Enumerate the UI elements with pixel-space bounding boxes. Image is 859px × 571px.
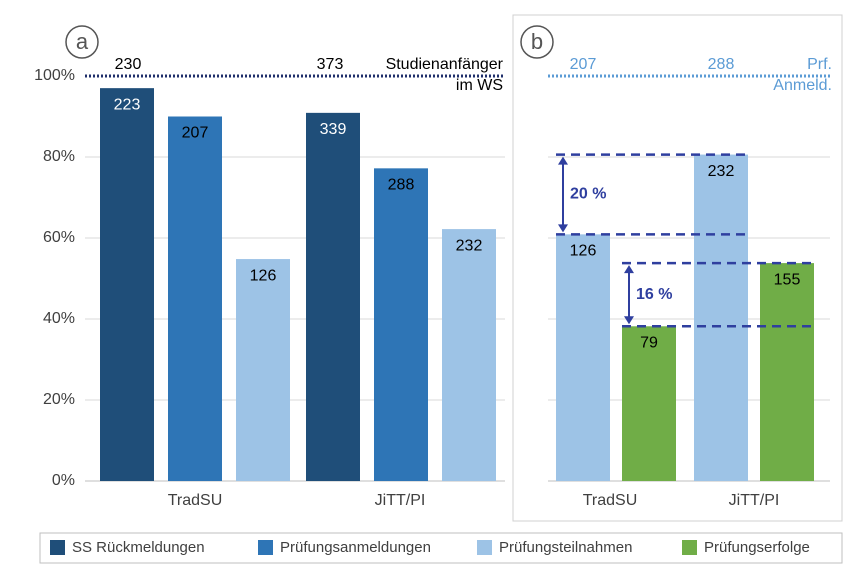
y-tick-label: 0% (52, 472, 75, 489)
legend-frame (39, 532, 843, 564)
bar (168, 116, 222, 481)
bar (622, 326, 676, 481)
reference-label: Anmeld. (773, 77, 832, 94)
value-label: 232 (456, 237, 483, 254)
value-label: 288 (388, 177, 415, 194)
value-label: 339 (320, 121, 347, 138)
panel-b-frame (512, 14, 843, 522)
bar (100, 88, 154, 482)
reference-count: 230 (115, 56, 142, 73)
bar (374, 168, 428, 481)
value-label: 207 (182, 125, 209, 142)
legend-label: Prüfungsanmeldungen (280, 539, 431, 556)
x-tick-label: JiTT/PI (729, 492, 780, 509)
y-tick-label: 80% (43, 148, 75, 165)
reference-count: 207 (570, 56, 597, 73)
value-label: 126 (250, 267, 277, 284)
bar (442, 229, 496, 481)
legend-swatch (682, 540, 697, 555)
value-label: 232 (708, 163, 735, 180)
y-tick-label: 20% (43, 391, 75, 408)
y-tick-label: 40% (43, 310, 75, 327)
panel-label: a (76, 29, 89, 54)
y-tick-label: 60% (43, 229, 75, 246)
panel-label-circle (65, 25, 99, 59)
value-label: 79 (640, 335, 658, 352)
bar (694, 154, 748, 481)
bar (236, 259, 290, 481)
x-tick-label: TradSU (168, 492, 223, 509)
arrow-head (558, 156, 568, 233)
reference-count: 288 (708, 56, 735, 73)
bar (306, 112, 360, 481)
annotation-label: 16 % (636, 286, 672, 303)
legend-label: Prüfungsteilnahmen (499, 539, 632, 556)
value-label: 223 (114, 96, 141, 113)
legend-label: SS Rückmeldungen (72, 539, 205, 556)
reference-label: Studienanfänger (386, 56, 504, 73)
reference-label: Prf. (807, 56, 832, 73)
legend-swatch (258, 540, 273, 555)
bar (556, 234, 610, 481)
legend-label: Prüfungserfolge (704, 539, 810, 556)
bar (760, 263, 814, 481)
x-tick-label: JiTT/PI (375, 492, 426, 509)
panel-label: b (531, 29, 543, 54)
panel-label-circle (520, 25, 554, 59)
x-tick-label: TradSU (583, 492, 638, 509)
value-label: 126 (570, 243, 597, 260)
legend-swatch (50, 540, 65, 555)
annotation-label: 20 % (570, 186, 606, 203)
reference-label: im WS (456, 77, 503, 94)
value-label: 155 (774, 271, 801, 288)
y-tick-label: 100% (34, 67, 75, 84)
reference-count: 373 (317, 56, 344, 73)
legend-swatch (477, 540, 492, 555)
